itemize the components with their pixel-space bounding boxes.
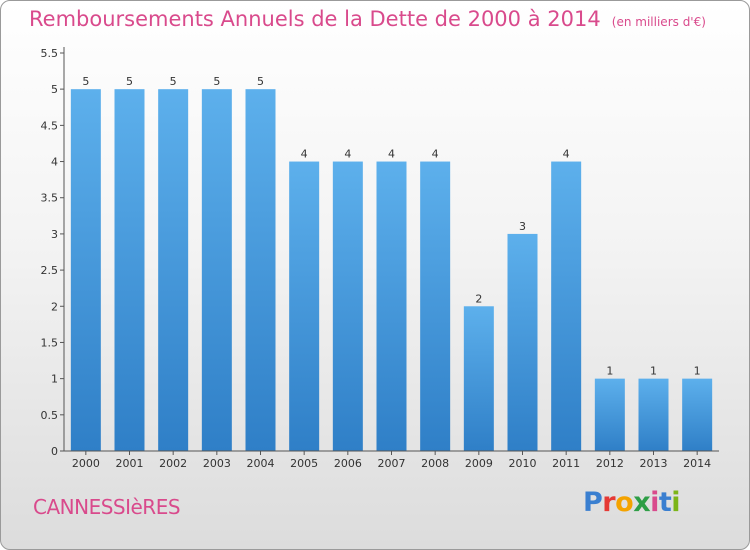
bar xyxy=(594,378,625,451)
logo-letter: r xyxy=(602,487,616,518)
bar xyxy=(682,378,713,451)
bar xyxy=(289,161,320,451)
axes-layer: 2000 2001 2002 2003 2004 2005 2006 2007 2008 2009… xyxy=(41,47,719,470)
x-tick-label: 2009 xyxy=(465,457,493,470)
x-tick-label: 2008 xyxy=(421,457,449,470)
bar xyxy=(376,161,407,451)
y-tick-label: 3.5 xyxy=(41,192,59,205)
y-tick-label: 2.5 xyxy=(41,264,59,277)
bar xyxy=(551,161,582,451)
data-label: 1 xyxy=(650,365,657,378)
data-label: 4 xyxy=(432,148,439,161)
data-label: 5 xyxy=(170,75,177,88)
x-tick-label: 2001 xyxy=(116,457,144,470)
y-tick-label: 5 xyxy=(51,83,58,96)
proxiti-logo: Proxiti xyxy=(583,487,681,518)
y-tick-label: 0 xyxy=(51,445,58,458)
data-label: 5 xyxy=(126,75,133,88)
logo-letter: o xyxy=(615,487,634,518)
bar xyxy=(332,161,363,451)
data-label: 1 xyxy=(606,365,613,378)
logo-letter: x xyxy=(633,487,651,518)
bar xyxy=(507,233,538,451)
x-tick-label: 2002 xyxy=(159,457,187,470)
data-label: 4 xyxy=(344,148,351,161)
data-label: 4 xyxy=(563,148,570,161)
y-tick-label: 4 xyxy=(51,156,58,169)
y-tick-label: 1 xyxy=(51,373,58,386)
bar xyxy=(201,89,232,451)
commune-name: CANNESSIèRES xyxy=(33,495,181,519)
x-tick-label: 2000 xyxy=(72,457,100,470)
x-tick-label: 2006 xyxy=(334,457,362,470)
y-tick-label: 0.5 xyxy=(41,409,59,422)
logo-letter: P xyxy=(583,487,603,518)
bar xyxy=(463,306,494,451)
x-tick-label: 2013 xyxy=(640,457,668,470)
chart-title: Remboursements Annuels de la Dette de 20… xyxy=(29,7,706,31)
y-tick-label: 5.5 xyxy=(41,47,59,60)
logo-letter: i xyxy=(650,487,659,518)
bar xyxy=(70,89,101,451)
data-label: 4 xyxy=(301,148,308,161)
x-tick-label: 2004 xyxy=(247,457,275,470)
data-label: 5 xyxy=(82,75,89,88)
title-unit: (en milliers d'€) xyxy=(611,15,706,29)
bar xyxy=(420,161,451,451)
title-text: Remboursements Annuels de la Dette de 20… xyxy=(29,7,601,31)
x-tick-label: 2005 xyxy=(290,457,318,470)
x-tick-label: 2007 xyxy=(378,457,406,470)
bar xyxy=(158,89,189,451)
bars-layer: 5 5 5 5 5 4 4 4 4 2 3 4 1 1 1 xyxy=(70,75,713,451)
bar xyxy=(638,378,669,451)
data-label: 5 xyxy=(213,75,220,88)
x-tick-label: 2010 xyxy=(509,457,537,470)
data-label: 1 xyxy=(694,365,701,378)
data-label: 3 xyxy=(519,220,526,233)
bar xyxy=(245,89,276,451)
data-label: 4 xyxy=(388,148,395,161)
x-tick-label: 2003 xyxy=(203,457,231,470)
y-tick-label: 2 xyxy=(51,300,58,313)
x-tick-label: 2011 xyxy=(552,457,580,470)
data-label: 2 xyxy=(475,292,482,305)
x-tick-label: 2014 xyxy=(683,457,711,470)
logo-letter: i xyxy=(671,487,681,518)
bar xyxy=(114,89,145,451)
y-tick-label: 3 xyxy=(51,228,58,241)
y-tick-label: 1.5 xyxy=(41,336,59,349)
y-tick-label: 4.5 xyxy=(41,119,59,132)
data-label: 5 xyxy=(257,75,264,88)
x-tick-label: 2012 xyxy=(596,457,624,470)
logo-letter: t xyxy=(658,487,672,518)
